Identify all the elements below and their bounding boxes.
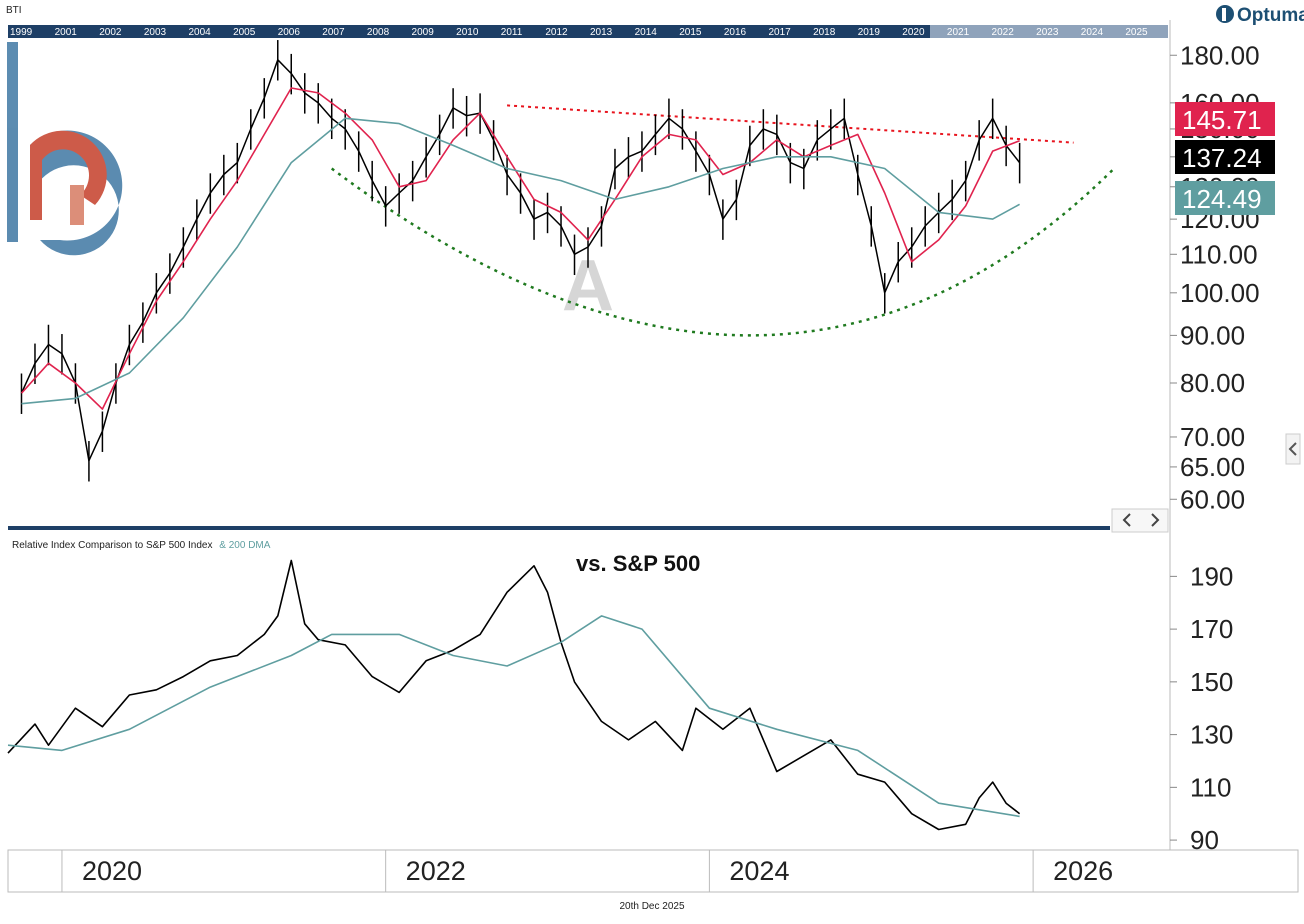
tag-ma-short-bg (1175, 102, 1275, 136)
relative-title-extra: & 200 DMA (219, 540, 270, 551)
overview-year: 2013 (590, 27, 613, 38)
overview-year: 2021 (947, 27, 970, 38)
y-tick-label: 130 (1190, 720, 1233, 750)
chart-annotations (330, 104, 1115, 337)
tag-ma-long: 124.49 (1182, 184, 1262, 214)
brand-label: Optuma (1237, 5, 1304, 26)
chevron-left-icon (1288, 442, 1297, 456)
overview-year: 2010 (456, 27, 479, 38)
optuma-logo: Optuma (1216, 5, 1304, 26)
x-tick-label: 2022 (406, 856, 466, 886)
overview-year: 2015 (679, 27, 702, 38)
side-scroll-bg[interactable] (1285, 433, 1301, 465)
watermark-stem (70, 185, 84, 225)
overview-strip-bg (8, 25, 1168, 38)
y-tick-label: 150 (1190, 667, 1233, 697)
overview-year: 2002 (99, 27, 122, 38)
x-axis-ticks: 2020 2022 2024 2026 (61, 850, 1113, 892)
relative-pane: Relative Index Comparison to S&P 500 Ind… (7, 540, 1233, 855)
last-value-tags: 145.71 137.24 124.49 (1175, 102, 1275, 215)
overview-year: 2018 (813, 27, 836, 38)
tag-price-bg (1175, 140, 1275, 174)
y-tick-label: 65.00 (1180, 452, 1245, 482)
y-tick-label: 180.00 (1180, 40, 1260, 70)
optuma-logo-mark (1222, 8, 1226, 21)
tag-price: 137.24 (1182, 143, 1262, 173)
overview-year: 1999 (10, 27, 33, 38)
series-ma-long (21, 117, 1020, 405)
relative-title-main: Relative Index Comparison to S&P 500 Ind… (12, 540, 213, 551)
overview-year: 2024 (1081, 27, 1104, 38)
overview-year: 2023 (1036, 27, 1059, 38)
overview-year: 2005 (233, 27, 256, 38)
series-relative (7, 559, 1021, 831)
x-axis-bg (7, 849, 1299, 893)
overview-year: 2016 (724, 27, 747, 38)
cup-pattern-arc (330, 167, 1115, 337)
y-tick-label: 110.00 (1180, 239, 1258, 269)
overview-year: 2017 (768, 27, 791, 38)
y-tick-label: 110 (1190, 772, 1231, 802)
relative-series (7, 559, 1021, 831)
y-tick-label: 60.00 (1180, 484, 1245, 514)
pan-buttons-bg (1111, 508, 1169, 533)
overview-year: 2020 (902, 27, 925, 38)
overview-year: 2012 (545, 27, 568, 38)
watermark-bar (7, 42, 18, 242)
date-label: 20th Dec 2025 (619, 901, 684, 912)
x-tick-label: 2026 (1053, 856, 1113, 886)
side-scroll-button[interactable] (1285, 433, 1301, 465)
pan-buttons (1111, 508, 1169, 533)
overview-year: 2007 (322, 27, 345, 38)
price-pane: 60.0065.0070.0080.0090.00100.00110.00120… (7, 20, 1301, 850)
overview-year: 2006 (278, 27, 301, 38)
overview-year: 2004 (188, 27, 211, 38)
overview-year: 2009 (412, 27, 435, 38)
chevron-right-icon[interactable] (1151, 513, 1160, 527)
overview-window[interactable] (930, 25, 1168, 38)
ticker-label: BTI (6, 5, 22, 16)
pane-divider[interactable] (8, 526, 1110, 530)
overview-year: 2019 (858, 27, 881, 38)
y-tick-label: 100.00 (1180, 278, 1260, 308)
overview-year: 2022 (992, 27, 1015, 38)
y-tick-label: 190 (1190, 561, 1233, 591)
y-tick-label: 170 (1190, 614, 1233, 644)
relative-title: Relative Index Comparison to S&P 500 Ind… (12, 540, 271, 551)
price-y-axis: 60.0065.0070.0080.0090.00100.00110.00120… (1170, 40, 1260, 514)
y-tick-label: 70.00 (1180, 422, 1245, 452)
overview-strip[interactable]: 1999 2001 2002 2003 2004 2005 2006 2007 2008 2009… (8, 25, 1168, 38)
overview-year: 2003 (144, 27, 167, 38)
y-tick-label: 90.00 (1180, 320, 1245, 350)
vs-sp500-annotation: vs. S&P 500 (576, 551, 700, 576)
tag-ma-long-bg (1175, 181, 1275, 215)
y-tick-label: 80.00 (1180, 368, 1245, 398)
overview-year-labels: 1999 2001 2002 2003 2004 2005 2006 2007 2008 2009… (10, 27, 1148, 38)
series-relative-ma (7, 615, 1020, 818)
overview-year: 2001 (55, 27, 78, 38)
overview-year: 2008 (367, 27, 390, 38)
x-tick-label: 2024 (729, 856, 789, 886)
chevron-left-icon[interactable] (1122, 513, 1131, 527)
x-tick-label: 2020 (82, 856, 142, 886)
overview-year: 2014 (635, 27, 658, 38)
price-series (20, 40, 1021, 482)
overview-year: 2025 (1125, 27, 1148, 38)
overview-year: 2011 (501, 27, 523, 38)
x-axis: 2020 2022 2024 2026 (7, 849, 1299, 893)
series-ma-short (20, 87, 1020, 410)
watermark-logo (7, 42, 123, 256)
watermark-r (30, 130, 107, 220)
tag-ma-short: 145.71 (1182, 105, 1262, 135)
